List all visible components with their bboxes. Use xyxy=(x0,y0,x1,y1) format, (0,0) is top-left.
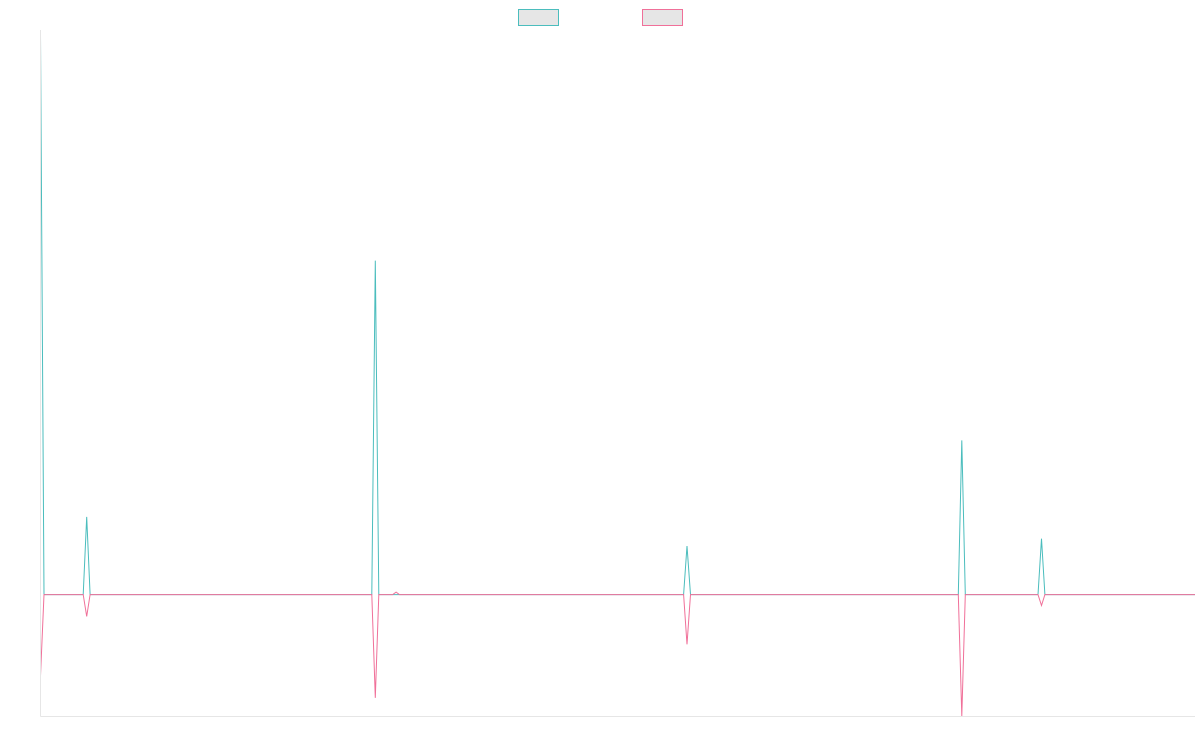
legend-swatch-2[interactable] xyxy=(642,9,683,26)
axes xyxy=(40,30,1195,717)
series-layer xyxy=(40,35,1195,717)
legend[interactable] xyxy=(518,9,683,26)
series-line-1 xyxy=(40,35,1195,596)
series-line-2 xyxy=(40,591,1195,717)
legend-swatch-1[interactable] xyxy=(518,9,559,26)
